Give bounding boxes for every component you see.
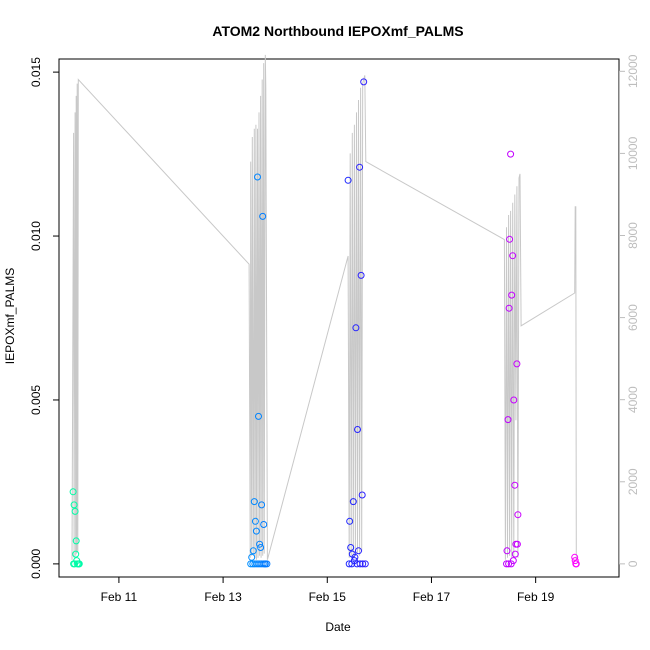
- data-point: [503, 560, 510, 568]
- data-point: [71, 507, 79, 515]
- right-tick-label: 12000: [626, 54, 640, 88]
- data-point: [572, 560, 580, 568]
- data-point: [504, 416, 512, 424]
- x-tick-label: Feb 17: [413, 590, 451, 604]
- data-point: [361, 560, 369, 568]
- data-point: [251, 517, 259, 525]
- data-point: [260, 521, 268, 528]
- data-point: [506, 235, 514, 243]
- y-axis: 0.000 0.005 0.010 0.015: [29, 57, 60, 579]
- x-tick-label: Feb 19: [517, 590, 555, 604]
- x-axis-label: Date: [325, 620, 351, 634]
- data-point: [354, 426, 361, 433]
- data-point: [571, 557, 579, 565]
- data-point: [255, 412, 262, 420]
- y-tick-label: 0.010: [29, 221, 43, 251]
- data-point: [351, 553, 359, 561]
- x-tick-label: Feb 11: [101, 590, 138, 604]
- y-axis-label: IEPOXmf_PALMS: [3, 268, 17, 364]
- data-point: [259, 560, 267, 568]
- data-point: [508, 291, 516, 299]
- data-point: [510, 396, 518, 404]
- data-point: [256, 540, 264, 548]
- data-point: [507, 150, 515, 158]
- data-point: [346, 517, 354, 525]
- data-point: [248, 553, 256, 561]
- data-point: [356, 560, 364, 568]
- data-point: [511, 481, 519, 489]
- data-point: [347, 544, 355, 551]
- right-tick-label: 4000: [626, 386, 640, 413]
- data-point: [254, 173, 261, 181]
- data-point: [249, 547, 257, 555]
- altitude-line: [71, 54, 577, 560]
- data-point: [257, 544, 265, 551]
- y-tick-label: 0.000: [29, 549, 43, 579]
- data-point: [514, 511, 522, 519]
- scatter-points-layer: [69, 78, 580, 568]
- x-tick-label: Feb 15: [309, 590, 347, 604]
- right-tick-label: 6000: [626, 304, 640, 331]
- right-tick-label: 2000: [626, 468, 640, 495]
- data-point: [252, 527, 260, 535]
- chart-title: ATOM2 Northbound IEPOXmf_PALMS: [212, 23, 463, 39]
- y-tick-label: 0.005: [29, 385, 43, 415]
- plot-frame: [58, 58, 620, 578]
- data-point: [352, 324, 360, 332]
- data-point: [258, 501, 266, 509]
- data-point: [355, 547, 362, 555]
- data-point: [509, 557, 517, 565]
- data-point: [259, 212, 267, 220]
- data-point: [358, 491, 366, 499]
- right-tick-label: 10000: [626, 136, 640, 170]
- x-tick-label: Feb 13: [204, 590, 242, 604]
- data-point: [509, 252, 517, 260]
- altitude-line-layer: [71, 54, 577, 560]
- data-point: [357, 271, 365, 279]
- right-y-axis: 0 2000 4000 6000 8000 10000 12000: [619, 54, 640, 567]
- data-point: [70, 501, 78, 509]
- x-axis: Feb 11 Feb 13 Feb 15 Feb 17 Feb 19: [101, 576, 555, 604]
- data-point: [505, 560, 513, 568]
- data-point: [503, 547, 511, 555]
- data-point: [571, 553, 579, 561]
- data-point: [356, 163, 364, 171]
- data-point: [513, 360, 521, 368]
- data-point: [344, 176, 352, 184]
- data-point: [345, 560, 353, 568]
- data-point: [349, 498, 357, 506]
- data-point: [250, 498, 258, 506]
- data-point: [511, 550, 519, 558]
- right-tick-label: 8000: [626, 222, 640, 249]
- data-point: [263, 560, 271, 568]
- data-point: [72, 550, 80, 558]
- y-tick-label: 0.015: [29, 57, 43, 87]
- data-point: [360, 78, 368, 86]
- data-point: [359, 560, 367, 568]
- data-point: [75, 560, 83, 568]
- data-point: [505, 304, 513, 312]
- data-point: [69, 488, 77, 496]
- data-point: [513, 540, 521, 548]
- right-tick-label: 0: [626, 560, 640, 567]
- data-point: [72, 537, 80, 545]
